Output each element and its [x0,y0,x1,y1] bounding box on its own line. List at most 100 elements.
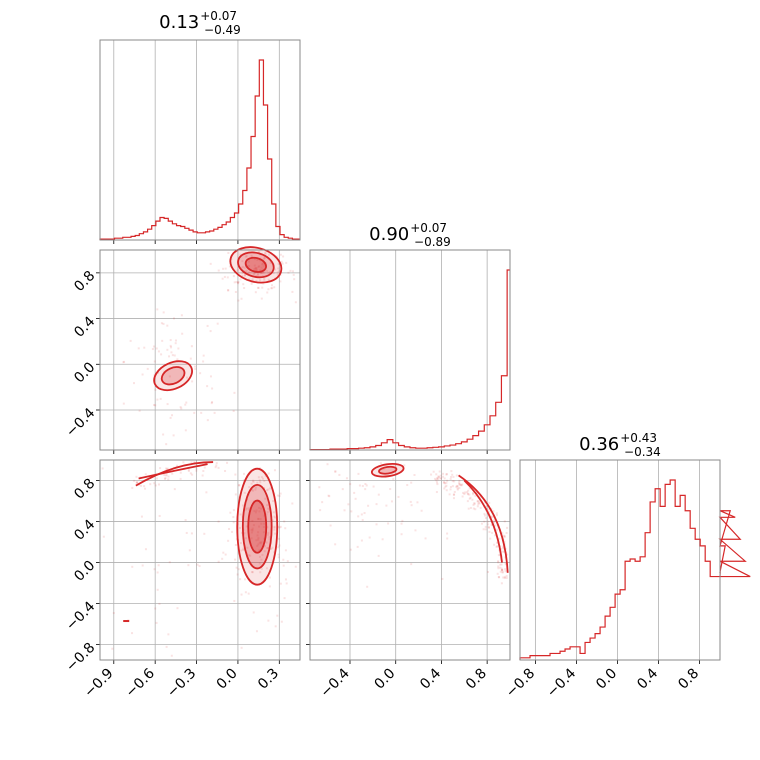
sample-point [259,571,262,574]
sample-point [250,531,253,534]
sample-point [179,471,182,474]
sample-point [232,509,235,512]
sample-point [170,654,173,657]
sample-point [140,484,143,487]
tick-label-y: −0.8 [63,640,98,675]
sample-point [400,522,403,525]
sample-point [458,483,461,486]
sample-point [256,544,259,547]
tick-label-x: 0.8 [463,666,490,693]
sample-point [156,308,159,311]
sample-point [156,588,159,591]
sample-point [382,467,385,470]
sample-point [477,503,480,506]
sample-point [214,466,217,469]
sample-point [273,515,276,518]
sample-point [260,541,263,544]
tick-label-y: 0.8 [71,476,98,503]
sample-point [445,481,448,484]
sample-point [436,476,439,479]
sample-point [234,493,237,496]
sample-point [492,510,495,513]
sample-point [282,564,285,567]
sample-point [272,272,275,275]
sample-point [265,567,268,570]
sample-point [144,548,147,551]
sample-point [272,511,275,514]
sample-point [403,464,406,467]
sample-point [436,483,439,486]
sample-point [424,537,427,540]
sample-point [239,578,242,581]
sample-point [334,470,337,473]
sample-point [453,480,456,483]
sample-point [246,507,249,510]
sample-point [155,477,158,480]
sample-point [505,575,508,578]
contour-arc [135,461,214,487]
sample-point [283,520,286,523]
sample-point [250,254,253,257]
sample-point [365,484,368,487]
tick-label-x: 0.8 [675,666,702,693]
sample-point [245,255,248,258]
sample-point [181,332,184,335]
contour-mode-1-fill [238,252,274,278]
sample-point [410,481,413,484]
sample-point [249,554,252,557]
sample-point [280,260,283,263]
sample-point [171,414,174,417]
sample-point [243,491,246,494]
sample-point [190,461,193,464]
sample-point [345,477,348,480]
sample-point [287,271,290,274]
density-panel-param-1-vs-param-3: −0.9 −0.6 −0.3 0.0 0.3 −0.8 −0.4 0.0 0.4 0.8 [63,459,301,701]
sample-point [191,380,194,383]
sample-point [291,270,294,273]
sample-point [240,549,243,552]
sample-point [243,274,246,277]
sample-point [256,258,259,261]
sample-point [136,481,139,484]
sample-point [251,571,254,574]
sample-point [495,541,498,544]
sample-point [131,632,134,635]
sample-point [496,528,499,531]
sample-point [261,271,264,274]
sample-point [462,491,465,494]
sample-point [242,504,245,507]
contour-mode-1-contour [247,499,268,554]
sample-point [476,500,479,503]
sample-point [216,322,219,325]
sample-point [256,534,259,537]
sample-point [226,461,229,464]
sample-point [377,554,380,557]
sample-point [278,544,281,547]
sample-point [202,470,205,473]
sample-point [234,473,237,476]
sample-point [363,512,366,515]
sample-point [356,545,359,548]
sample-point [493,543,496,546]
sample-point [264,252,267,255]
sample-point [468,487,471,490]
sample-point [280,620,283,623]
sample-point [190,532,193,535]
sample-point [261,286,264,289]
sample-point [157,371,160,374]
sample-point [165,443,168,446]
sample-point [254,511,257,514]
sample-point [193,411,196,414]
sample-point [189,357,192,360]
sample-point [256,274,259,277]
sample-point [260,567,263,570]
sample-point [368,536,371,539]
sample-point [473,502,476,505]
sample-point [160,353,163,356]
sample-point [257,537,260,540]
sample-point [499,570,502,573]
sample-point [245,269,248,272]
sample-point [222,551,225,554]
sample-point [122,361,125,364]
sample-point [153,568,156,571]
